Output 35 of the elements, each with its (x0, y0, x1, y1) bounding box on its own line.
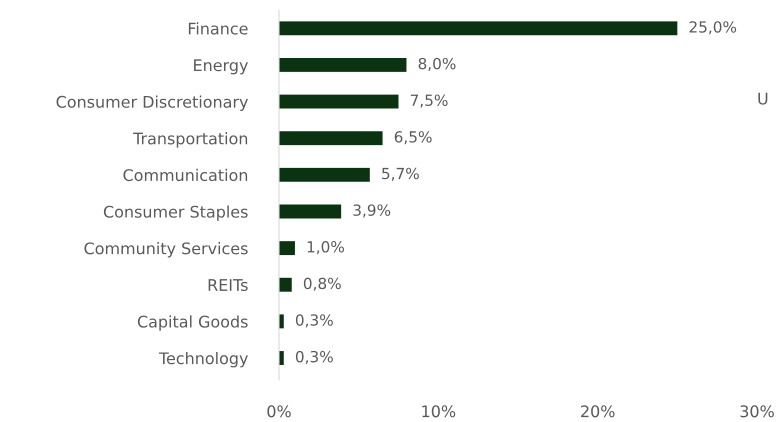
bar (279, 241, 295, 256)
text: U (758, 92, 768, 105)
data-label: 25,0% (690, 21, 736, 34)
data-label: 7,5% (410, 94, 448, 108)
bar (279, 131, 383, 146)
bar (279, 94, 398, 109)
x-tick-label: 20% (581, 405, 615, 418)
data-label: 0,3% (296, 314, 333, 328)
x-tick-label: 10% (422, 405, 456, 418)
y-tick-label: Transportation (133, 132, 248, 148)
y-tick-label: Technology (158, 352, 248, 368)
bar (279, 278, 292, 292)
bar (279, 168, 370, 182)
bar (279, 58, 406, 72)
bar (279, 314, 284, 328)
y-tick-label: Capital Goods (138, 315, 248, 331)
data-label: 6,5% (394, 131, 432, 144)
y-tick-label: Consumer Discretionary (56, 96, 248, 111)
bar (279, 351, 284, 365)
y-tick-label: Energy (194, 59, 248, 74)
y-tick-label: Communication (123, 168, 248, 182)
data-label: 5,7% (382, 168, 419, 181)
y-tick-label: REITs (208, 279, 248, 292)
data-label: 3,9% (353, 204, 390, 218)
y-tick-label: Consumer Staples (104, 205, 248, 221)
bar (279, 204, 342, 218)
bar (279, 21, 678, 36)
data-label: 8,0% (418, 58, 456, 71)
data-label: 0,3% (296, 350, 333, 364)
y-tick-label: Community Services (84, 242, 248, 258)
data-label: 1,0% (308, 240, 344, 254)
x-tick-label: 30% (740, 405, 774, 418)
y-tick-label: Finance (188, 22, 248, 35)
x-tick-label: 0% (267, 405, 291, 418)
data-label: 0,8% (304, 278, 341, 291)
